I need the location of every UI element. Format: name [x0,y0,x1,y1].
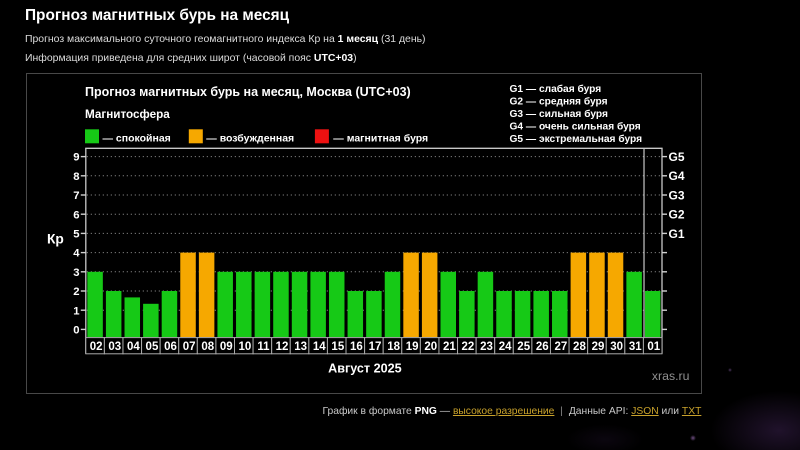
svg-text:13: 13 [294,341,307,353]
svg-text:08: 08 [201,341,214,353]
svg-text:Магнитосфера: Магнитосфера [85,108,170,121]
svg-text:30: 30 [610,341,623,353]
svg-text:2: 2 [73,286,79,298]
svg-text:11: 11 [257,341,270,353]
svg-text:05: 05 [146,341,159,353]
svg-text:7: 7 [73,190,79,202]
svg-text:G1 — слабая буря: G1 — слабая буря [510,83,602,95]
svg-text:21: 21 [443,341,456,353]
svg-text:22: 22 [462,341,475,353]
svg-text:9: 9 [73,152,79,164]
svg-text:Прогноз магнитных бурь на меся: Прогноз магнитных бурь на месяц, Москва … [85,85,411,99]
svg-text:Кр: Кр [47,231,64,246]
svg-text:02: 02 [90,341,103,353]
svg-text:8: 8 [73,171,79,183]
svg-text:G4: G4 [669,169,685,183]
svg-text:26: 26 [536,341,549,353]
svg-text:0: 0 [73,325,79,337]
svg-text:17: 17 [369,341,382,353]
svg-text:12: 12 [276,341,289,353]
svg-text:G5: G5 [669,150,685,164]
svg-text:23: 23 [480,341,493,353]
svg-text:03: 03 [108,341,121,353]
svg-text:09: 09 [220,341,233,353]
svg-text:19: 19 [406,341,419,353]
svg-text:G1: G1 [669,227,685,241]
svg-text:10: 10 [238,341,251,353]
svg-text:G4 — очень сильная буря: G4 — очень сильная буря [510,120,641,132]
svg-text:07: 07 [183,341,196,353]
svg-text:1: 1 [73,305,79,317]
svg-text:Август 2025: Август 2025 [328,362,401,376]
svg-text:24: 24 [499,341,512,353]
svg-text:14: 14 [313,341,326,353]
svg-text:06: 06 [164,341,177,353]
svg-text:— возбужденная: — возбужденная [206,133,294,145]
svg-text:01: 01 [647,341,660,353]
svg-text:15: 15 [331,341,344,353]
svg-text:5: 5 [73,229,79,241]
svg-text:27: 27 [554,341,567,353]
svg-text:G2 — средняя буря: G2 — средняя буря [510,96,608,108]
svg-text:28: 28 [573,341,586,353]
svg-text:20: 20 [424,341,437,353]
svg-text:G3: G3 [669,188,685,202]
svg-text:18: 18 [387,341,400,353]
svg-text:4: 4 [73,248,80,260]
svg-text:G5 — экстремальная буря: G5 — экстремальная буря [510,133,643,145]
svg-text:29: 29 [592,341,605,353]
svg-text:04: 04 [127,341,140,353]
svg-text:— спокойная: — спокойная [103,133,171,145]
svg-text:G3 — сильная буря: G3 — сильная буря [510,108,608,120]
svg-text:31: 31 [629,341,642,353]
svg-text:G2: G2 [669,208,685,222]
svg-text:25: 25 [517,341,530,353]
svg-text:xras.ru: xras.ru [652,369,690,383]
svg-text:3: 3 [73,267,79,279]
svg-text:— магнитная буря: — магнитная буря [333,133,428,145]
svg-text:16: 16 [350,341,363,353]
svg-text:6: 6 [73,209,79,221]
